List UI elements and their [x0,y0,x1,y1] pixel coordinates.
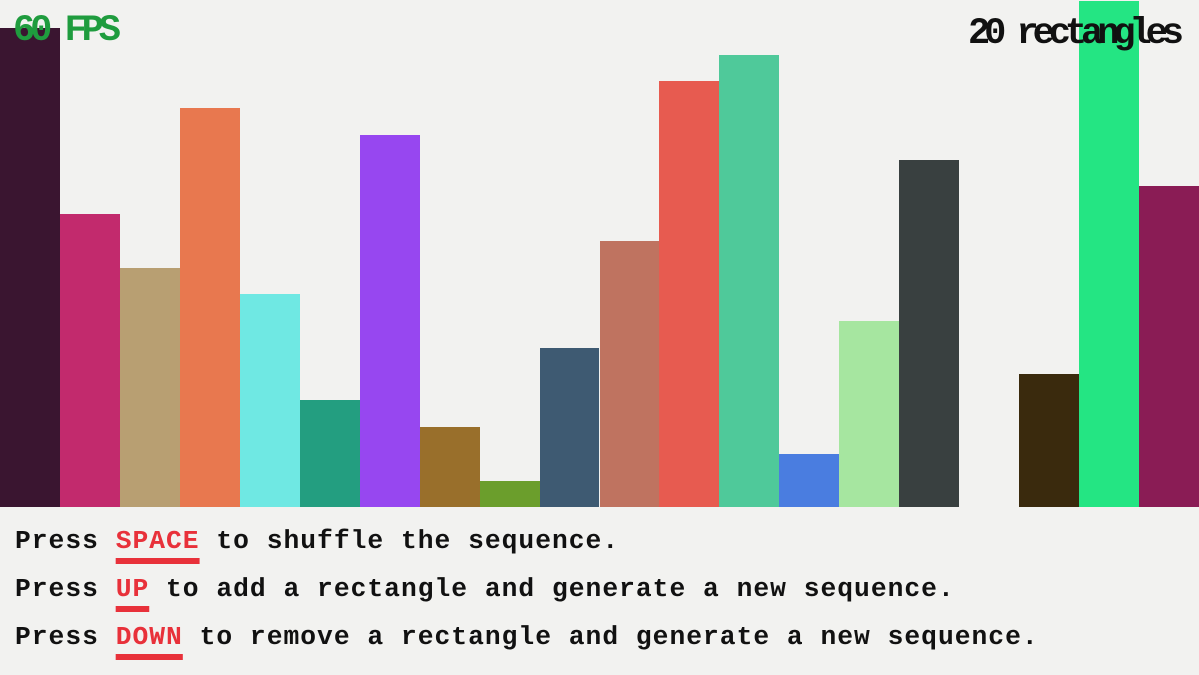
svg-text:20 rectangles: 20 rectangles [968,13,1184,55]
svg-text:60 FPS: 60 FPS [13,10,121,52]
